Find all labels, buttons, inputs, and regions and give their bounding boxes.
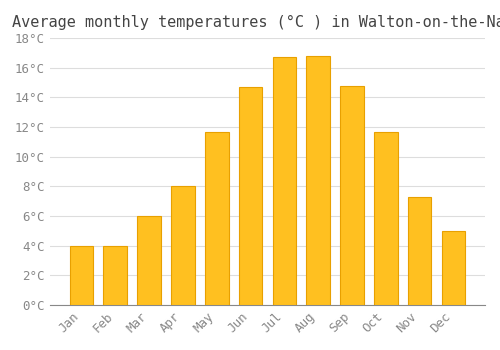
Bar [70, 246, 94, 305]
Title: Average monthly temperatures (°C ) in Walton-on-the-Naze: Average monthly temperatures (°C ) in Wa… [12, 15, 500, 30]
Bar [104, 246, 127, 305]
Bar [306, 56, 330, 305]
Bar [272, 57, 296, 305]
Bar [138, 216, 161, 305]
Bar [442, 231, 465, 305]
Bar [205, 132, 229, 305]
Bar [238, 87, 262, 305]
Bar [374, 132, 398, 305]
Bar [408, 197, 432, 305]
Bar [340, 86, 364, 305]
Bar [171, 187, 194, 305]
